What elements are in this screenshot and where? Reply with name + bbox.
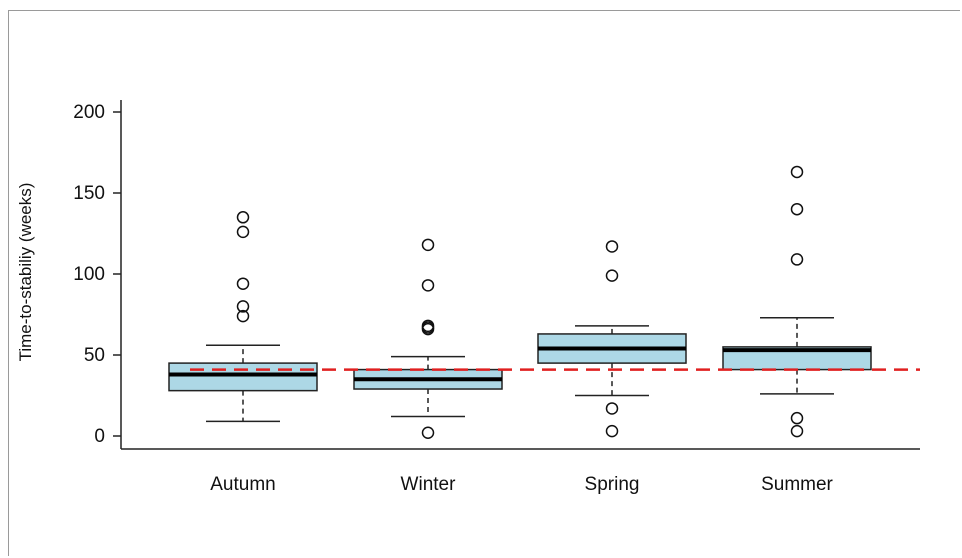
box-summer: [722, 165, 872, 438]
outlier-point: [790, 202, 804, 216]
outlier-point: [421, 279, 435, 292]
outlier-point: [421, 238, 435, 252]
outlier-point: [605, 402, 619, 415]
boxes-layer: [168, 165, 872, 440]
outlier-point: [236, 309, 250, 323]
outlier-point: [790, 411, 804, 425]
x-category-label: Winter: [401, 474, 457, 495]
x-category-label: Spring: [585, 474, 640, 495]
outlier-point: [605, 240, 619, 253]
outlier-point: [605, 424, 619, 438]
y-tick-label: 100: [73, 264, 105, 285]
y-axis: 0 50 100 150 200: [73, 100, 920, 450]
outlier-point: [421, 426, 435, 440]
y-tick-label: 50: [84, 345, 105, 366]
x-axis-labels: Autumn Winter Spring Summer: [210, 474, 833, 495]
outlier-point: [236, 300, 250, 313]
y-tick-label: 200: [73, 102, 105, 123]
y-tick-label: 150: [73, 183, 105, 204]
outlier-point: [790, 253, 804, 266]
x-category-label: Summer: [761, 474, 833, 495]
box-autumn: [168, 211, 318, 423]
y-axis-label: Time-to-stabiliy (weeks): [16, 183, 35, 362]
y-tick-label: 0: [94, 426, 105, 447]
outlier-point: [790, 165, 804, 179]
outlier-point: [605, 269, 619, 282]
chart-frame: [8, 10, 960, 556]
outlier-point: [236, 225, 250, 239]
x-category-label: Autumn: [210, 474, 275, 495]
outlier-point: [236, 211, 250, 224]
outlier-point: [421, 319, 435, 333]
box-spring: [537, 240, 687, 438]
outlier-point: [236, 277, 250, 290]
outlier-point: [790, 424, 804, 438]
box-winter: [353, 238, 503, 440]
iqr-box: [168, 362, 318, 392]
